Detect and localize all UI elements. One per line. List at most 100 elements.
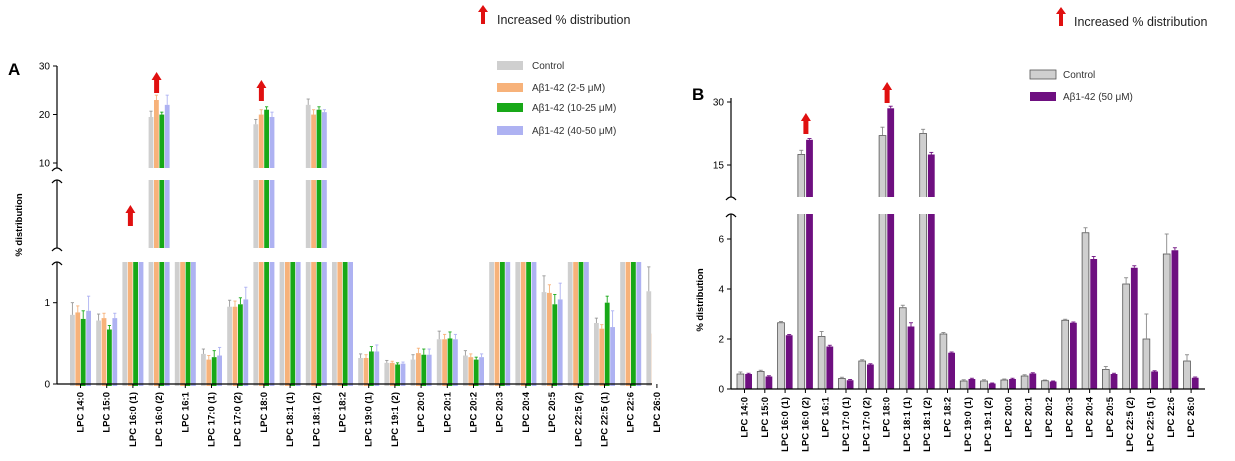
bar <box>838 378 846 390</box>
bar <box>785 335 793 389</box>
bar <box>86 310 91 386</box>
bar <box>1151 371 1158 389</box>
bar <box>363 357 369 386</box>
x-tick-label: LPC 18:2 <box>943 397 954 438</box>
axis-break-mark <box>51 261 63 266</box>
legend-label: Control <box>1063 70 1095 81</box>
bar <box>174 262 180 386</box>
x-tick-label: LPC 15:0 <box>760 397 771 438</box>
x-tick-label: LPC 18:1 (1) <box>285 392 296 447</box>
legend-label: Aβ1-42 (40-50 μM) <box>532 126 616 137</box>
bar <box>1041 380 1049 390</box>
bar <box>777 322 785 390</box>
bar <box>133 262 138 386</box>
bar <box>1090 259 1098 389</box>
bar <box>505 262 511 386</box>
y-tick-label: 20 <box>39 110 51 121</box>
bar <box>826 346 834 389</box>
panel-letter-b: B <box>692 85 704 104</box>
bar <box>927 154 935 197</box>
bar <box>1070 322 1077 389</box>
increase-arrow-icon <box>256 80 267 101</box>
bar <box>112 318 118 386</box>
legend-swatch <box>497 103 523 112</box>
bar <box>426 354 432 386</box>
bar <box>651 333 652 386</box>
bar <box>389 362 395 386</box>
bar <box>887 214 895 389</box>
bar <box>899 307 907 390</box>
bar <box>797 154 806 197</box>
x-tick-label: LPC 16:1 <box>821 396 832 437</box>
bar <box>1081 232 1090 390</box>
legend-swatch <box>497 83 523 92</box>
bar <box>1049 381 1057 389</box>
bar <box>489 262 494 386</box>
bar <box>968 379 976 389</box>
bar <box>620 262 625 386</box>
bar <box>1171 250 1179 389</box>
x-tick-label: LPC 16:1 <box>180 391 191 432</box>
bar <box>96 320 101 386</box>
panel-b-segment <box>736 214 1199 390</box>
bar <box>337 262 343 386</box>
bar <box>980 380 988 390</box>
bar <box>358 357 363 386</box>
panel-b-legend: Control Aβ1-42 (50 μM) <box>1029 69 1133 103</box>
x-tick-label: LPC 22:6 <box>626 392 637 433</box>
bar <box>531 262 537 386</box>
bar <box>159 262 165 386</box>
x-tick-label: LPC 22:6 <box>1166 397 1177 438</box>
bar <box>927 214 935 389</box>
bar <box>148 180 154 248</box>
bar <box>279 262 285 386</box>
x-tick-label: LPC 17:0 (2) <box>861 397 872 452</box>
x-tick-label: LPC 16:0 (2) <box>154 392 165 447</box>
bar <box>468 357 474 386</box>
bar <box>311 180 316 248</box>
bar <box>552 304 558 386</box>
bar <box>806 139 813 197</box>
bar <box>806 214 813 389</box>
bar <box>269 262 275 386</box>
bar <box>264 109 269 168</box>
y-tick-label: 1 <box>44 298 50 309</box>
legend-swatch <box>1029 69 1057 80</box>
bar <box>436 339 442 386</box>
x-tick-label: LPC 16:0 (2) <box>800 397 811 452</box>
bar <box>416 353 421 386</box>
x-tick-label: LPC 20:5 <box>547 391 558 432</box>
bar <box>122 262 128 386</box>
y-tick-label: 15 <box>713 161 725 172</box>
x-tick-label: LPC 19:1 (2) <box>983 397 994 452</box>
x-tick-label: LPC 14:0 <box>740 397 751 438</box>
y-tick-label: 0 <box>718 385 724 396</box>
bar <box>253 124 259 168</box>
bar <box>500 262 505 386</box>
bar <box>447 338 453 386</box>
legend-label: Control <box>532 61 564 72</box>
bar <box>164 180 170 248</box>
x-tick-label: LPC 20:0 <box>1003 397 1014 438</box>
bar <box>410 359 416 386</box>
bar <box>1162 253 1171 390</box>
x-tick-label: LPC 22:5 (2) <box>573 392 584 447</box>
increase-arrow-icon <box>800 113 811 134</box>
bar <box>159 180 165 248</box>
bar <box>567 262 573 386</box>
x-tick-label: LPC 20:0 <box>416 392 427 433</box>
x-tick-label: LPC 16:0 (1) <box>780 397 791 452</box>
panel-a-segment <box>148 94 327 168</box>
annotation-b-text: Increased % distribution <box>1074 15 1207 29</box>
bar <box>127 262 133 386</box>
bar <box>154 100 159 168</box>
bar <box>846 380 854 389</box>
x-tick-label: LPC 20:4 <box>521 391 532 432</box>
bar <box>494 262 500 386</box>
bar <box>285 262 290 386</box>
x-tick-label: LPC 20:1 <box>442 391 453 432</box>
bar <box>217 355 222 386</box>
x-tick-label: LPC 18:1 (2) <box>311 392 322 447</box>
axis-break-mark <box>725 196 737 201</box>
